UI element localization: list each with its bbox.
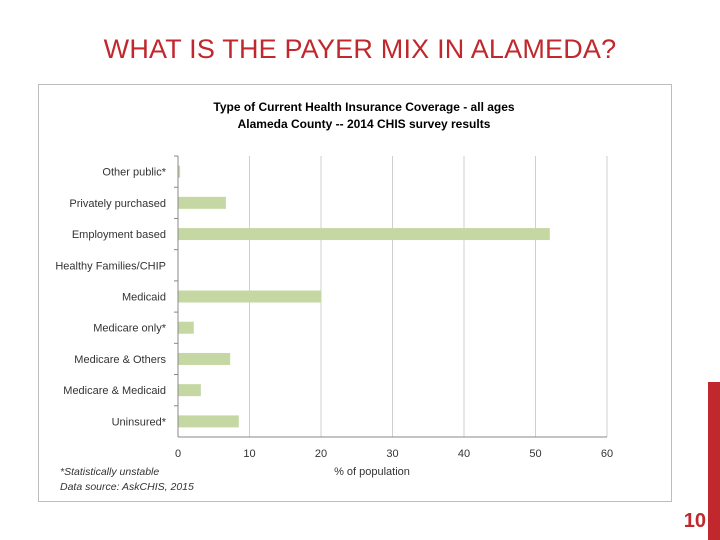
x-tick-label: 0	[175, 448, 181, 460]
category-label: Privately purchased	[69, 198, 166, 210]
category-label: Medicare only*	[93, 323, 166, 335]
bar	[178, 196, 226, 209]
x-tick-label: 50	[529, 448, 541, 460]
x-tick-labels: 0 10 20 30 40 50 60	[175, 448, 613, 460]
x-tick-label: 60	[601, 448, 613, 460]
category-label: Employment based	[72, 229, 166, 241]
slide-title: WHAT IS THE PAYER MIX IN ALAMEDA?	[103, 34, 617, 64]
note-data-source: Data source: AskCHIS, 2015	[60, 481, 194, 493]
x-axis-label: % of population	[334, 466, 410, 478]
x-tick-label: 30	[386, 448, 398, 460]
x-tick-label: 40	[458, 448, 470, 460]
bar	[178, 352, 231, 365]
bar	[178, 290, 321, 303]
bar	[178, 228, 550, 241]
category-label: Uninsured*	[112, 416, 167, 428]
chart-frame	[38, 84, 672, 502]
category-labels: Other public* Privately purchased Employme…	[55, 167, 166, 429]
note-unstable: *Statistically unstable	[60, 466, 159, 478]
category-label: Other public*	[102, 167, 166, 179]
category-label: Medicare & Others	[74, 354, 166, 366]
bar	[178, 415, 239, 428]
x-tick-label: 20	[315, 448, 327, 460]
chart-title: Type of Current Health Insurance Coverag…	[213, 100, 515, 114]
bar	[178, 384, 201, 397]
accent-bar	[708, 382, 720, 540]
chart-subtitle: Alameda County -- 2014 CHIS survey resul…	[238, 117, 491, 131]
category-label: Medicaid	[122, 292, 166, 304]
x-tick-label: 10	[243, 448, 255, 460]
category-label: Medicare & Medicaid	[63, 385, 166, 397]
category-label: Healthy Families/CHIP	[55, 260, 166, 272]
page-number: 10	[683, 510, 706, 532]
bar	[178, 165, 181, 178]
bars	[174, 155, 550, 428]
bar	[178, 321, 194, 334]
